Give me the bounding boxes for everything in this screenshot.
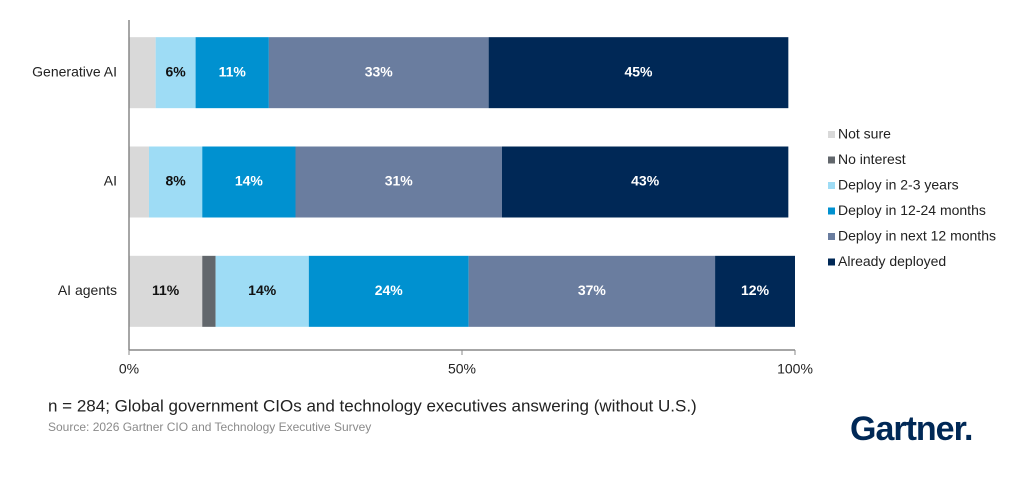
legend-label: No interest (838, 151, 906, 167)
value-label: 6% (166, 63, 187, 79)
x-tick-label: 0% (119, 361, 139, 377)
legend-marker (828, 182, 835, 189)
category-label: AI agents (58, 282, 117, 298)
bar-segment (129, 146, 149, 218)
legend-marker (828, 258, 835, 266)
category-label: AI (104, 173, 117, 189)
bar-segment (202, 255, 216, 327)
value-label: 43% (631, 173, 660, 189)
bar-segment (148, 146, 203, 218)
footnote: n = 284; Global government CIOs and tech… (48, 396, 697, 415)
bar-segment (215, 255, 309, 327)
value-label: 11% (219, 63, 247, 79)
bar-segment (308, 255, 469, 327)
value-label: 33% (365, 63, 394, 79)
value-label: 31% (385, 173, 414, 189)
logo: Gartner. (850, 410, 972, 448)
legend-marker (828, 156, 835, 164)
value-label: 14% (248, 282, 277, 298)
bar-segment (202, 146, 296, 218)
value-label: 11% (152, 282, 180, 298)
bar-segment (155, 37, 196, 109)
legend-marker (828, 131, 835, 138)
bar-segment (268, 37, 489, 109)
bar-segment (129, 255, 203, 327)
x-tick-label: 50% (448, 361, 476, 377)
value-label: 45% (624, 63, 653, 79)
legend-label: Deploy in next 12 months (838, 228, 996, 244)
legend-label: Deploy in 12-24 months (838, 202, 986, 218)
value-label: 8% (166, 173, 187, 189)
bar-segment (468, 255, 716, 327)
bar-segment (295, 146, 502, 218)
bar-segment (715, 255, 795, 327)
bar-segment (488, 37, 789, 109)
source: Source: 2026 Gartner CIO and Technology … (48, 420, 371, 434)
legend-label: Already deployed (838, 253, 946, 269)
bar-segment (195, 37, 269, 109)
x-tick-label: 100% (777, 361, 813, 377)
legend-marker (828, 233, 835, 240)
legend-marker (828, 207, 835, 215)
legend-label: Not sure (838, 126, 891, 142)
category-label: Generative AI (32, 63, 117, 79)
value-label: 37% (578, 282, 607, 298)
value-label: 24% (375, 282, 404, 298)
bar-segment (129, 37, 156, 109)
bar-segment (501, 146, 789, 218)
value-label: 12% (741, 282, 770, 298)
legend-label: Deploy in 2-3 years (838, 177, 959, 193)
value-label: 14% (235, 173, 264, 189)
